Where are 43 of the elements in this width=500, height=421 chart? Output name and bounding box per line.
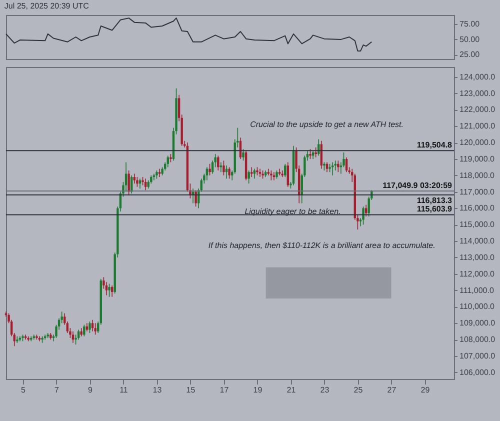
y-tick-label: 108,000.0 bbox=[460, 335, 496, 344]
y-tick-label: 122,000.0 bbox=[460, 105, 496, 114]
x-tick-label: 27 bbox=[387, 386, 397, 394]
x-tick-label: 29 bbox=[420, 386, 430, 394]
x-tick-label: 25 bbox=[354, 386, 364, 394]
x-tick-label: 21 bbox=[286, 386, 296, 394]
y-tick-label: 113,000.0 bbox=[460, 252, 496, 262]
x-tick-label: 7 bbox=[54, 386, 60, 394]
x-tick-label: 11 bbox=[120, 386, 128, 394]
ref-line-label: 119,504.8 bbox=[416, 140, 453, 150]
y-tick-label: 121,000.0 bbox=[460, 122, 496, 131]
ref-line-label: 115,603.9 bbox=[416, 204, 453, 214]
y-tick-label: 123,000.0 bbox=[460, 88, 496, 98]
x-tick-label: 19 bbox=[253, 386, 263, 394]
ref-line-label: 116,813.3 bbox=[416, 196, 453, 205]
x-tick-label: 13 bbox=[152, 386, 162, 394]
y-tick-label: 106,000.0 bbox=[460, 368, 496, 377]
y-tick-label: 120,000.0 bbox=[460, 138, 496, 148]
x-tick-label: 23 bbox=[320, 386, 330, 394]
annotation: If this happens, then $110-112K is a brilliant area to accumulate. bbox=[208, 241, 436, 250]
ref-line-label: 117,049.9 03:20:59 bbox=[382, 180, 453, 190]
y-tick-label: 109,000.0 bbox=[460, 318, 496, 328]
y-tick-label: 124,000.0 bbox=[460, 72, 496, 82]
x-tick-label: 5 bbox=[21, 386, 26, 394]
y-tick-label: 111,000.0 bbox=[460, 286, 494, 295]
y-tick-label: 25.00 bbox=[460, 50, 480, 60]
y-tick-label: 115,000.0 bbox=[460, 220, 496, 230]
y-tick-label: 75.00 bbox=[460, 20, 480, 29]
y-tick-label: 117,000.0 bbox=[460, 187, 496, 196]
y-tick-label: 50.00 bbox=[460, 34, 480, 44]
y-tick-label: 118,000.0 bbox=[460, 170, 496, 180]
y-tick-label: 107,000.0 bbox=[460, 352, 496, 361]
y-tick-label: 110,000.0 bbox=[460, 302, 496, 312]
y-tick-label: 116,000.0 bbox=[460, 204, 496, 213]
annotation: Liquidity eager to be taken. bbox=[244, 207, 341, 216]
y-tick-label: 114,000.0 bbox=[460, 236, 496, 246]
text: Jul 25, 2025 20:39 UTC bbox=[4, 2, 90, 10]
x-tick-label: 15 bbox=[186, 386, 196, 394]
y-tick-label: 112,000.0 bbox=[460, 269, 496, 278]
annotation: Crucial to the upside to get a new ATH test. bbox=[250, 120, 404, 130]
x-tick-label: 9 bbox=[88, 386, 94, 394]
y-tick-label: 119,000.0 bbox=[460, 154, 496, 164]
x-tick-label: 17 bbox=[220, 386, 230, 394]
